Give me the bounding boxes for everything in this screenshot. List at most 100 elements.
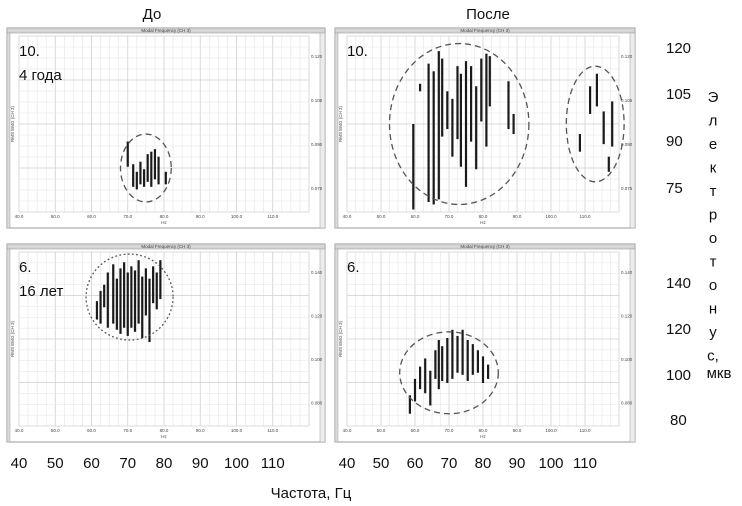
inner-x-tick: 40.0 (343, 214, 352, 219)
inner-x-tick: 100.0 (231, 428, 243, 433)
y-tick-label: 100 (666, 367, 691, 384)
inner-x-tick: 100.0 (545, 428, 557, 433)
inner-x-tick: 50.0 (51, 428, 60, 433)
y-title-letter: о (709, 277, 717, 294)
range-bars (412, 51, 614, 210)
x-axis-title: Частота, Гц (271, 485, 352, 502)
after-header: После (466, 6, 510, 23)
inner-x-unit: Hz (480, 220, 486, 225)
y-axis-ticks: 120 105 90 75 140 120 100 80 (666, 40, 691, 429)
inner-x-tick: 60.0 (87, 214, 96, 219)
inner-x-tick: 90.0 (513, 428, 522, 433)
panel-left-strip (6, 248, 11, 443)
y-title-letter: с, (707, 348, 719, 365)
inner-y-tick: 0.100 (311, 357, 323, 362)
y-title-unit: мкв (707, 365, 732, 382)
inner-y-tick: 0.140 (311, 270, 323, 275)
y-title-letter: р (709, 207, 717, 224)
inner-y-tick: 0.120 (621, 313, 633, 318)
panel-label-line: 4 года (19, 67, 62, 84)
x-tick-label: 60 (83, 455, 100, 472)
x-tick-label: 60 (407, 455, 424, 472)
y-tick-label: 140 (666, 275, 691, 292)
panel-inner-title: Modal Frequency (CH 3) (460, 28, 510, 33)
y-title-letter: н (709, 301, 717, 318)
inner-x-tick: 110.0 (267, 214, 278, 219)
inner-y-tick: 0.075 (621, 186, 633, 191)
panel-scrollbar[interactable] (629, 248, 636, 443)
y-tick-label: 90 (666, 133, 683, 150)
inner-x-tick: 50.0 (377, 214, 386, 219)
panel-titlebar (334, 243, 636, 250)
inner-x-tick: 60.0 (87, 428, 96, 433)
inner-x-tick: 90.0 (196, 214, 205, 219)
panels-layer: Modal Frequency (CH 3) 40.0 50.0 60.0 70.0 80… (6, 27, 636, 443)
x-tick-label: 110 (573, 455, 597, 472)
y-tick-label: 120 (666, 40, 691, 57)
inner-x-tick: 40.0 (15, 214, 24, 219)
y-tick-label: 120 (666, 321, 691, 338)
x-tick-label: 100 (224, 455, 249, 472)
inner-y-tick: 0.105 (621, 98, 633, 103)
inner-x-tick: 50.0 (51, 214, 60, 219)
inner-x-tick: 60.0 (411, 428, 420, 433)
panel-grid (346, 251, 620, 427)
bottom-x-axis-right: 40 50 60 70 80 90 100 110 (339, 455, 597, 472)
x-tick-label: 80 (475, 455, 492, 472)
cluster-ellipse (119, 133, 172, 203)
y-title-letter: у (709, 324, 717, 341)
before-header: До (143, 6, 162, 23)
range-bars (408, 329, 490, 414)
panel-inner-title: Modal Frequency (CH 3) (141, 28, 191, 33)
panel-scrollbar[interactable] (629, 32, 636, 229)
panel-label-line: 16 лет (19, 283, 63, 300)
panel-label-line: 6. (19, 259, 32, 276)
inner-x-tick: 100.0 (545, 214, 557, 219)
panel-left-strip (334, 32, 339, 229)
inner-x-tick: 80.0 (160, 428, 169, 433)
panel-bottom-left: Modal Frequency (CH 3) 40.0 50.0 60.0 70.0 80… (6, 243, 326, 443)
inner-y-tick: 0.080 (621, 400, 633, 405)
panel-scrollbar[interactable] (319, 32, 326, 229)
inner-x-tick: 70.0 (445, 428, 454, 433)
bottom-x-axis-left: 40 50 60 70 80 90 100 110 (11, 455, 285, 472)
panel-top-left: Modal Frequency (CH 3) 40.0 50.0 60.0 70.0 80… (6, 27, 326, 229)
x-tick-label: 80 (156, 455, 173, 472)
range-bars (126, 141, 167, 190)
inner-x-tick: 90.0 (513, 214, 522, 219)
inner-x-tick: 110.0 (580, 428, 591, 433)
x-tick-label: 70 (119, 455, 136, 472)
inner-x-unit: Hz (161, 434, 167, 439)
inner-y-label: RMS EMG (CH 3) (338, 320, 343, 357)
panel-left-strip (6, 32, 11, 229)
inner-x-unit: Hz (161, 220, 167, 225)
x-tick-label: 90 (509, 455, 526, 472)
inner-y-tick: 0.120 (311, 54, 323, 59)
inner-x-tick: 90.0 (196, 428, 205, 433)
panel-left-strip (334, 248, 339, 443)
inner-y-tick: 0.090 (621, 142, 633, 147)
inner-x-tick: 60.0 (411, 214, 420, 219)
panel-frame (6, 27, 326, 229)
inner-y-tick: 0.140 (621, 270, 633, 275)
inner-x-tick: 70.0 (445, 214, 454, 219)
panel-inner-title: Modal Frequency (CH 3) (460, 244, 510, 249)
panel-titlebar (334, 27, 636, 34)
panel-grid (18, 35, 310, 213)
panel-label-line: 10. (19, 43, 40, 60)
inner-y-tick: 0.100 (621, 357, 633, 362)
inner-x-tick: 80.0 (160, 214, 169, 219)
inner-x-tick: 110.0 (267, 428, 278, 433)
panel-scrollbar[interactable] (319, 248, 326, 443)
y-title-letter: Э (708, 89, 719, 106)
y-tick-label: 105 (666, 86, 691, 103)
inner-y-tick: 0.120 (621, 54, 633, 59)
inner-y-tick: 0.080 (311, 400, 323, 405)
x-tick-label: 50 (373, 455, 390, 472)
y-title-letter: о (709, 230, 717, 247)
panel-titlebar (6, 243, 326, 250)
inner-x-tick: 70.0 (123, 214, 132, 219)
cluster-ellipse (85, 253, 174, 341)
panel-label-line: 10. (347, 43, 368, 60)
panel-bottom-right: Modal Frequency (CH 3) 40.0 50.0 60.0 70.0 80… (334, 243, 636, 443)
